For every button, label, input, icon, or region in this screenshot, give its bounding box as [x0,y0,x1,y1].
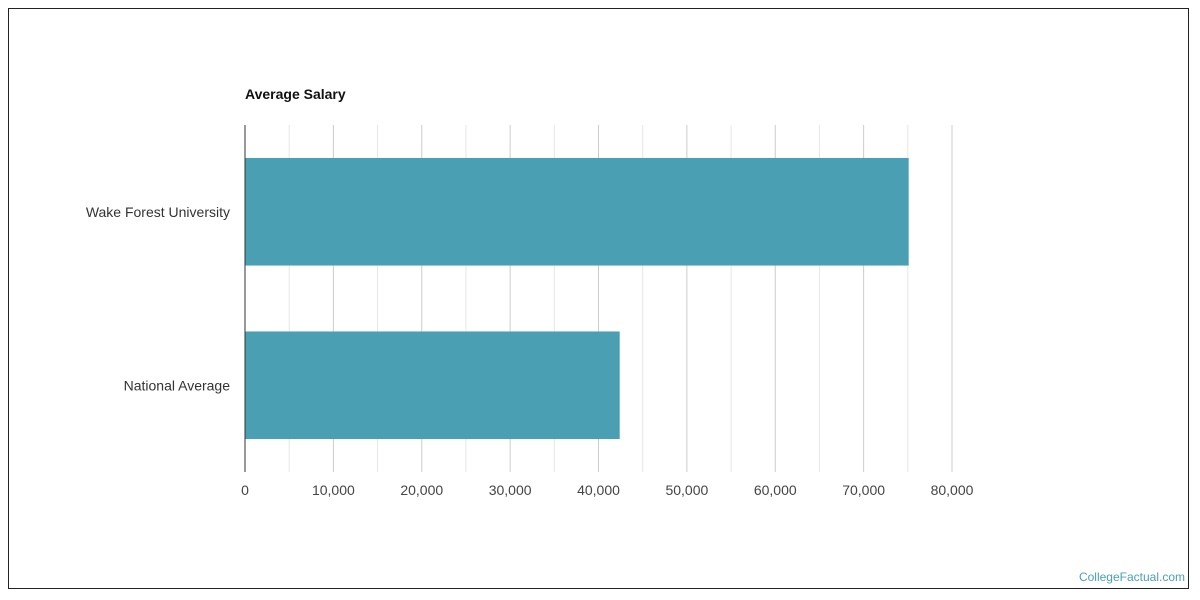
bar[interactable] [245,157,909,266]
x-tick-label: 80,000 [931,482,974,498]
x-tick-label: 70,000 [842,482,885,498]
chart-title: Average Salary [245,86,346,102]
x-tick-label: 0 [241,482,249,498]
x-tick-label: 30,000 [489,482,532,498]
category-label: Wake Forest University [86,204,230,220]
x-tick-label: 20,000 [400,482,443,498]
x-tick-label: 10,000 [312,482,355,498]
category-labels: Wake Forest University National Average [86,204,230,394]
watermark[interactable]: CollegeFactual.com [1078,570,1185,584]
category-label: National Average [124,377,231,393]
x-tick-labels: 0 10,000 20,000 30,000 40,000 50,000 60,000 70,… [241,482,974,498]
x-tick-label: 50,000 [665,482,708,498]
bars [245,157,909,440]
x-tick-label: 40,000 [577,482,620,498]
bar[interactable] [245,331,620,440]
x-tick-label: 60,000 [754,482,797,498]
